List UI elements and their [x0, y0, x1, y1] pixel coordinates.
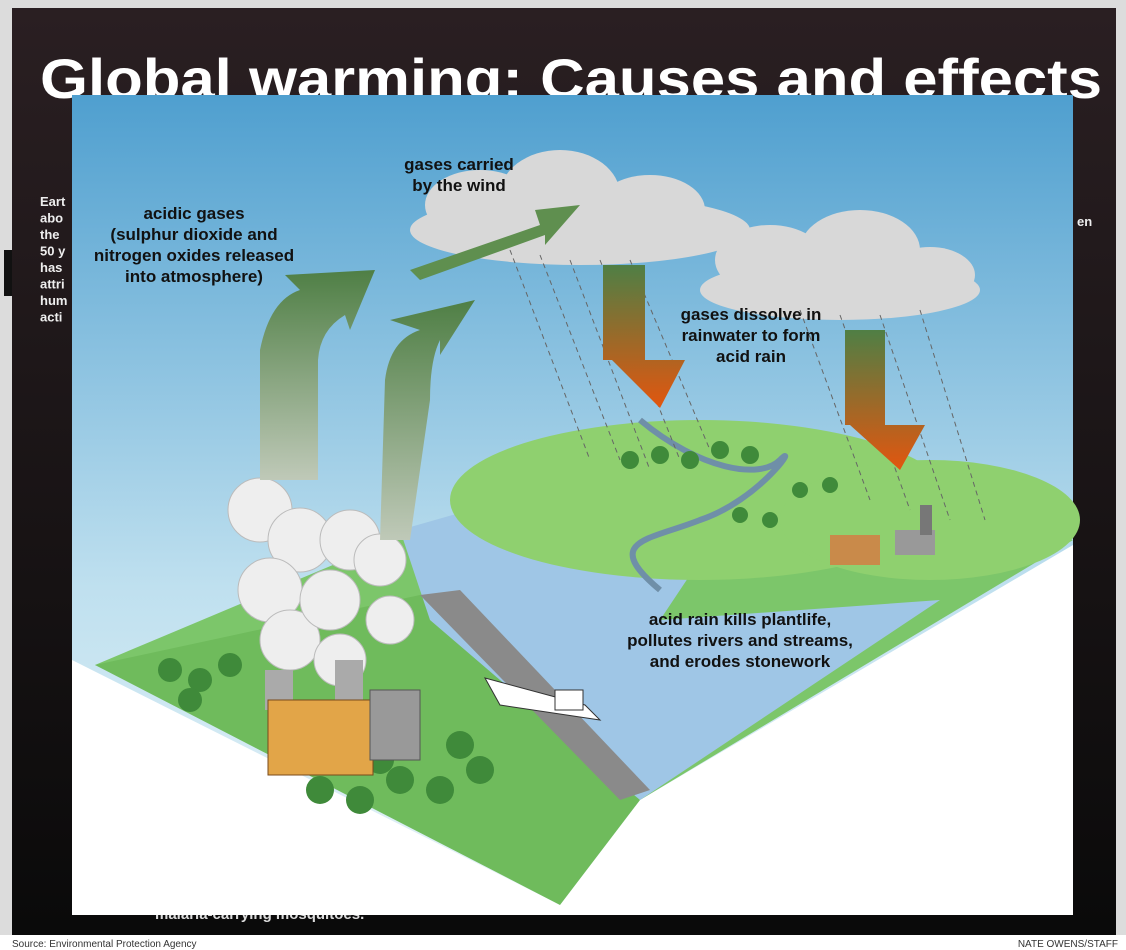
label-line: acidic gases: [143, 204, 244, 223]
label-line: and erodes stonework: [650, 652, 831, 671]
side-text-line: abo: [40, 211, 63, 226]
side-text-line: attri: [40, 277, 65, 292]
source: Source: Environmental Protection Agency: [12, 939, 197, 950]
label-line: nitrogen oxides released: [94, 246, 294, 265]
footer-bg: [0, 935, 1126, 950]
arrow-wind: [410, 205, 580, 280]
side-text-line: 50 y: [40, 244, 66, 259]
arrow-down: [845, 330, 925, 470]
labels: acidic gases (sulphur dioxide and nitrogen…: [94, 155, 853, 671]
label-line: (sulphur dioxide and: [110, 225, 277, 244]
side-text-line: Eart: [40, 194, 66, 209]
label-line: into atmosphere): [125, 267, 263, 286]
side-text-right: en: [1077, 214, 1092, 229]
trees: [158, 441, 838, 814]
label-line: acid rain: [716, 347, 786, 366]
base: [72, 545, 1073, 915]
label-line: gases dissolve in: [681, 305, 822, 324]
label-line: gases carried: [404, 155, 514, 174]
arrow-up: [260, 270, 375, 480]
river: [629, 417, 789, 593]
water: [400, 510, 940, 800]
village: [830, 535, 880, 565]
arrow-down: [603, 265, 685, 408]
label-line: rainwater to form: [682, 326, 821, 345]
clouds: [410, 150, 980, 320]
factory: [369, 689, 421, 761]
factory: [267, 699, 374, 776]
label-line: pollutes rivers and streams,: [627, 631, 853, 650]
credit: NATE OWENS/STAFF: [1018, 939, 1118, 950]
edge-mark: [4, 250, 12, 296]
label-line: acid rain kills plantlife,: [649, 610, 831, 629]
arrow-up: [380, 300, 475, 540]
church-tower: [920, 505, 932, 535]
illustration: acidic gases (sulphur dioxide and nitrogen…: [72, 95, 1080, 915]
side-text-line: hum: [40, 293, 67, 308]
label-line: by the wind: [412, 176, 506, 195]
side-text-line: has: [40, 260, 62, 275]
side-text-line: acti: [40, 310, 62, 325]
side-text-line: the: [40, 227, 60, 242]
ship-bridge: [554, 689, 584, 711]
